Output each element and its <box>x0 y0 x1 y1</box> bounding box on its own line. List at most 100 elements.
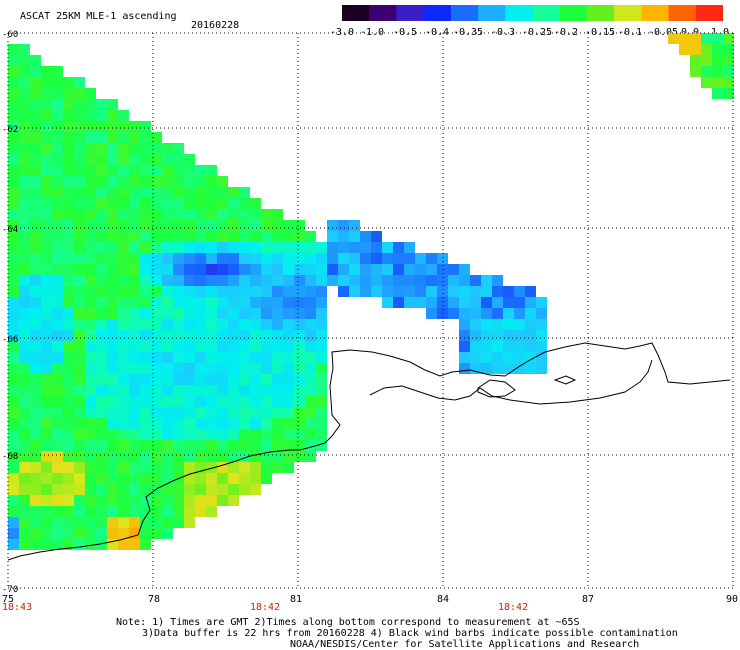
data-cell <box>63 462 74 473</box>
data-cell <box>294 220 305 231</box>
data-cell <box>140 165 151 176</box>
data-cell <box>459 330 470 341</box>
data-cell <box>272 352 283 363</box>
data-cell <box>140 297 151 308</box>
data-cell <box>481 308 492 319</box>
data-cell <box>8 352 19 363</box>
data-cell <box>41 396 52 407</box>
data-cell <box>30 154 41 165</box>
data-cell <box>503 352 514 363</box>
data-cell <box>162 231 173 242</box>
data-cell <box>349 242 360 253</box>
data-cell <box>8 66 19 77</box>
data-cell <box>151 396 162 407</box>
data-cell <box>173 264 184 275</box>
data-cell <box>393 286 404 297</box>
data-cell <box>228 484 239 495</box>
data-cell <box>41 275 52 286</box>
data-cell <box>129 143 140 154</box>
data-cell <box>448 264 459 275</box>
data-cell <box>118 253 129 264</box>
data-cell <box>173 363 184 374</box>
data-cell <box>217 319 228 330</box>
data-cell <box>239 473 250 484</box>
data-cell <box>140 341 151 352</box>
data-cell <box>162 374 173 385</box>
data-cell <box>217 242 228 253</box>
data-cell <box>228 275 239 286</box>
data-cell <box>393 242 404 253</box>
data-cell <box>206 297 217 308</box>
data-cell <box>217 462 228 473</box>
data-cell <box>85 407 96 418</box>
data-cell <box>118 330 129 341</box>
data-cell <box>327 264 338 275</box>
data-cell <box>30 220 41 231</box>
data-cell <box>41 352 52 363</box>
data-cell <box>85 506 96 517</box>
data-cell <box>173 187 184 198</box>
data-cell <box>74 352 85 363</box>
data-cell <box>503 319 514 330</box>
data-cell <box>107 176 118 187</box>
data-cell <box>85 440 96 451</box>
colorbar-swatch <box>396 5 425 21</box>
data-cell <box>437 297 448 308</box>
data-cell <box>525 341 536 352</box>
data-cell <box>272 451 283 462</box>
data-cell <box>52 176 63 187</box>
data-cell <box>294 429 305 440</box>
data-cell <box>74 341 85 352</box>
data-cell <box>327 242 338 253</box>
data-cell <box>52 165 63 176</box>
data-cell <box>63 187 74 198</box>
data-cell <box>184 352 195 363</box>
data-cell <box>503 286 514 297</box>
data-cell <box>85 209 96 220</box>
data-cell <box>52 539 63 550</box>
data-cell <box>668 33 679 44</box>
data-cell <box>140 495 151 506</box>
data-cell <box>107 121 118 132</box>
data-cell <box>41 495 52 506</box>
data-cell <box>129 253 140 264</box>
data-cell <box>206 429 217 440</box>
data-cell <box>19 198 30 209</box>
data-cell <box>217 220 228 231</box>
data-cell <box>63 517 74 528</box>
data-cell <box>30 264 41 275</box>
data-cell <box>8 286 19 297</box>
data-cell <box>195 297 206 308</box>
data-cell <box>52 253 63 264</box>
data-cell <box>228 341 239 352</box>
data-cell <box>184 363 195 374</box>
data-cell <box>74 385 85 396</box>
data-cell <box>195 473 206 484</box>
data-cell <box>52 352 63 363</box>
data-cell <box>96 132 107 143</box>
data-cell <box>96 517 107 528</box>
data-cell <box>41 132 52 143</box>
data-cell <box>239 341 250 352</box>
data-cell <box>272 330 283 341</box>
data-cell <box>250 275 261 286</box>
data-cell <box>415 275 426 286</box>
data-cell <box>305 396 316 407</box>
data-cell <box>415 253 426 264</box>
data-cell <box>514 308 525 319</box>
longitude-tick-label: 75 <box>2 594 15 605</box>
data-cell <box>382 275 393 286</box>
data-cell <box>162 242 173 253</box>
data-cell <box>261 264 272 275</box>
data-cell <box>8 484 19 495</box>
data-cell <box>107 220 118 231</box>
data-cell <box>19 473 30 484</box>
data-cell <box>8 528 19 539</box>
data-cell <box>19 297 30 308</box>
data-cell <box>481 286 492 297</box>
data-cell <box>129 242 140 253</box>
data-cell <box>228 363 239 374</box>
longitude-tick-label: 87 <box>582 594 595 605</box>
data-cell <box>96 143 107 154</box>
data-cell <box>52 88 63 99</box>
